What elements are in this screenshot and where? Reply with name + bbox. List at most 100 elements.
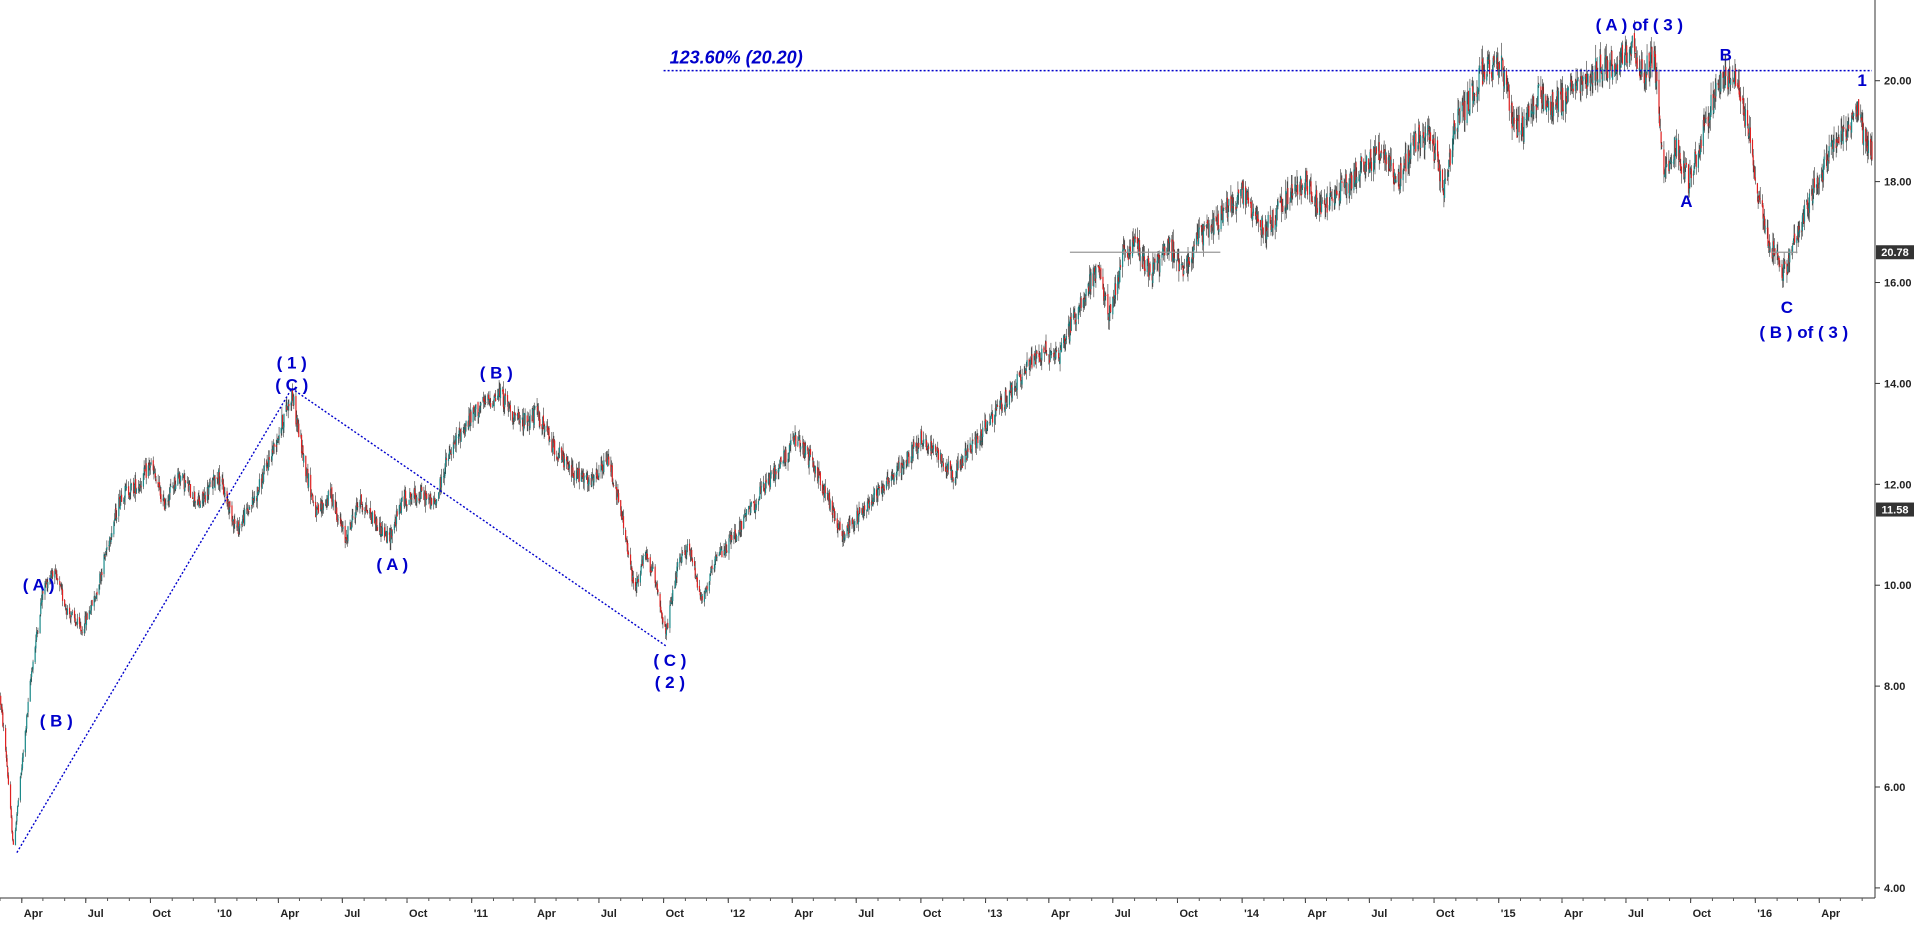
candle-body: [918, 442, 920, 448]
candle-body: [591, 475, 593, 487]
candle-body: [1522, 116, 1524, 137]
candle-body: [1867, 140, 1870, 153]
candle-body: [1452, 135, 1454, 151]
candle-body: [1646, 55, 1648, 75]
candle-body: [861, 508, 864, 515]
candle-body: [36, 630, 38, 632]
candle-body: [1427, 125, 1429, 136]
candle-body: [1345, 174, 1347, 195]
candle-body: [509, 403, 511, 405]
candle-body: [61, 588, 63, 591]
candle-body: [121, 494, 123, 502]
candle-body: [1212, 219, 1214, 234]
candle-body: [527, 421, 529, 423]
candle-body: [797, 441, 799, 446]
candle-body: [1235, 206, 1237, 210]
candle-body: [744, 514, 746, 516]
candle-body: [96, 591, 98, 595]
candle-body: [356, 502, 358, 507]
candle-body: [1772, 241, 1775, 255]
candle-body: [551, 439, 554, 452]
candle-body: [1557, 91, 1560, 112]
candle-body: [1735, 68, 1737, 86]
candle-body: [1380, 150, 1382, 153]
candle-body: [1546, 104, 1548, 106]
candle-body: [118, 497, 120, 517]
candle-body: [364, 510, 366, 512]
candle-body: [1668, 160, 1670, 172]
candle-body: [428, 497, 430, 500]
candle-body: [482, 396, 484, 402]
candle-body: [881, 488, 883, 495]
candle-body: [1344, 174, 1347, 185]
candle-body: [999, 399, 1001, 409]
y-tick-label: 8.00: [1884, 681, 1905, 693]
candle-body: [1231, 197, 1233, 209]
candle-body: [31, 670, 33, 671]
candle-body: [804, 446, 807, 455]
candle-body: [30, 677, 32, 682]
candle-body: [192, 497, 194, 499]
candle-body: [1028, 359, 1030, 367]
candle-body: [629, 554, 632, 565]
candle-body: [1157, 254, 1160, 258]
candle-body: [1188, 256, 1190, 264]
candle-body: [641, 559, 643, 565]
candle-body: [292, 400, 294, 406]
candle-body: [1176, 252, 1179, 260]
candle-body: [710, 567, 713, 571]
candle-body: [1786, 263, 1788, 275]
candle-body: [1335, 189, 1337, 198]
candle-body: [975, 436, 977, 449]
candle-body: [888, 480, 890, 483]
candle-body: [1079, 297, 1082, 308]
candle-body: [733, 535, 735, 539]
candle-body: [596, 474, 599, 480]
candle-body: [1643, 72, 1645, 84]
candle-body: [237, 522, 239, 528]
candle-body: [1679, 152, 1681, 166]
candle-body: [552, 438, 554, 448]
candle-body: [71, 612, 74, 613]
candle-body: [823, 484, 826, 498]
candle-body: [1178, 263, 1181, 270]
candle-body: [1010, 385, 1013, 398]
candle-body: [1531, 96, 1534, 114]
candle-body: [265, 463, 268, 467]
candle-body: [700, 596, 702, 601]
candle-body: [390, 529, 392, 544]
candle-body: [969, 443, 971, 450]
candle-body: [1429, 133, 1431, 138]
candle-body: [1171, 239, 1173, 261]
candle-body: [1619, 56, 1621, 66]
candle-body: [980, 431, 982, 439]
candle-body: [975, 436, 978, 448]
candle-body: [14, 829, 17, 846]
candle-body: [21, 767, 23, 773]
candle-body: [920, 430, 923, 445]
candle-body: [202, 491, 204, 501]
candle-body: [223, 493, 225, 497]
candle-body: [898, 462, 900, 469]
candle-body: [1098, 266, 1100, 269]
candle-body: [570, 465, 573, 478]
candle-body: [531, 415, 533, 422]
candle-body: [1492, 57, 1494, 80]
candle-body: [494, 393, 496, 397]
candle-body: [172, 486, 174, 489]
candle-body: [1070, 317, 1072, 333]
candle-body: [414, 493, 417, 500]
candle-body: [1432, 139, 1434, 144]
candle-body: [1732, 80, 1735, 82]
candle-body: [163, 498, 166, 510]
candle-body: [853, 523, 855, 529]
candle-body: [1064, 337, 1066, 344]
candle-body: [183, 474, 185, 490]
candle-body: [16, 814, 18, 822]
candle-body: [911, 444, 913, 462]
candle-body: [1604, 55, 1607, 59]
candle-body: [1582, 76, 1584, 82]
candle-body: [217, 480, 219, 482]
candle-body: [464, 427, 466, 434]
candle-body: [578, 468, 580, 482]
